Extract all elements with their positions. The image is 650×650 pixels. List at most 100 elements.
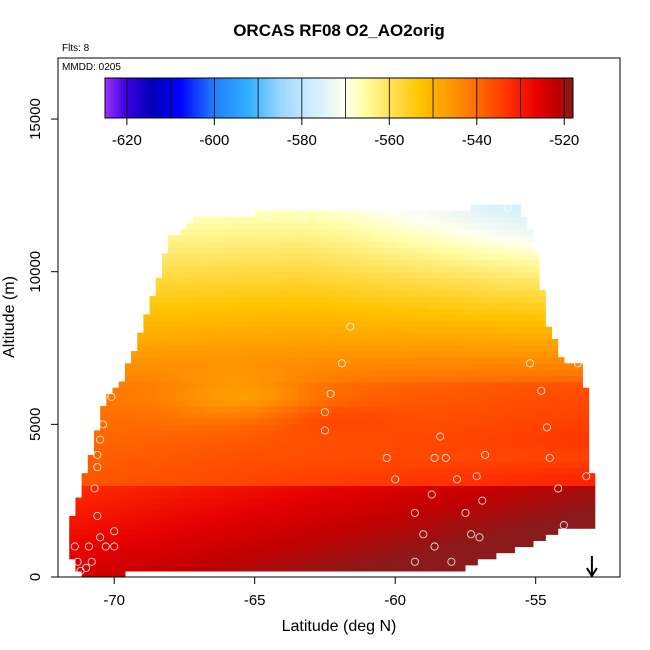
heatmap-cell [415, 393, 423, 401]
heatmap-cell [229, 338, 237, 346]
heatmap-cell [322, 259, 330, 267]
heatmap-cell [452, 454, 460, 462]
heatmap-cell [205, 528, 213, 535]
heatmap-cell [273, 460, 281, 468]
heatmap-cell [168, 344, 175, 352]
heatmap-cell [409, 552, 417, 560]
heatmap-cell [279, 326, 287, 334]
heatmap-cell [236, 528, 243, 535]
heatmap-cell [199, 369, 206, 377]
heatmap-cell [471, 326, 478, 334]
colorbar-segment [562, 78, 565, 118]
heatmap-cell [409, 265, 417, 273]
heatmap-cell [335, 503, 342, 511]
heatmap-cell [254, 491, 262, 499]
heatmap-cell [149, 558, 157, 566]
heatmap-cell [359, 485, 367, 493]
heatmap-cell [378, 271, 386, 279]
heatmap-cell [508, 528, 515, 535]
heatmap-cell [297, 320, 305, 328]
heatmap-cell [446, 314, 454, 322]
heatmap-cell [316, 430, 324, 438]
heatmap-cell [260, 393, 268, 401]
heatmap-cell [124, 387, 132, 395]
heatmap-cell [106, 497, 114, 505]
heatmap-cell [223, 387, 231, 395]
heatmap-cell [539, 430, 546, 438]
heatmap-cell [161, 332, 169, 340]
heatmap-cell [477, 497, 485, 505]
heatmap-cell [236, 399, 243, 407]
heatmap-cell [297, 485, 305, 493]
heatmap-cell [427, 564, 435, 572]
heatmap-cell [415, 308, 423, 316]
heatmap-cell [440, 564, 447, 572]
heatmap-cell [563, 442, 571, 450]
heatmap-cell [93, 503, 101, 511]
heatmap-cell [106, 399, 114, 407]
heatmap-cell [464, 387, 472, 395]
heatmap-cell [421, 558, 429, 566]
heatmap-cell [217, 424, 225, 432]
heatmap-cell [433, 216, 441, 224]
heatmap-cell [229, 332, 237, 340]
heatmap-cell [192, 308, 200, 316]
heatmap-cell [477, 222, 485, 230]
heatmap-cell [328, 540, 336, 548]
heatmap-cell [403, 222, 410, 230]
heatmap-cell [471, 485, 478, 493]
heatmap-cell [359, 424, 367, 432]
heatmap-cell [273, 369, 281, 377]
heatmap-cell [489, 241, 497, 248]
heatmap-cell [192, 522, 200, 529]
heatmap-cell [291, 497, 299, 505]
heatmap-cell [483, 247, 491, 254]
heatmap-cell [260, 558, 268, 566]
heatmap-cell [106, 522, 114, 529]
heatmap-cell [335, 418, 342, 425]
heatmap-cell [211, 253, 219, 261]
heatmap-cell [446, 460, 454, 468]
heatmap-cell [353, 338, 361, 346]
heatmap-cell [539, 308, 546, 316]
heatmap-cell [545, 363, 553, 370]
heatmap-cell [390, 265, 398, 273]
heatmap-cell [483, 369, 491, 377]
heatmap-cell [433, 454, 441, 462]
heatmap-cell [254, 442, 262, 450]
heatmap-cell [229, 277, 237, 285]
heatmap-cell [483, 204, 491, 212]
heatmap-cell [69, 522, 77, 529]
heatmap-cell [186, 460, 194, 468]
heatmap-cell [409, 277, 417, 285]
heatmap-cell [229, 216, 237, 224]
heatmap-cell [508, 259, 515, 267]
heatmap-cell [359, 375, 367, 383]
heatmap-cell [260, 436, 268, 444]
heatmap-cell [180, 351, 188, 358]
heatmap-cell [471, 552, 478, 560]
heatmap-cell [532, 473, 540, 480]
heatmap-cell [396, 338, 404, 346]
heatmap-cell [93, 430, 101, 438]
heatmap-cell [514, 277, 522, 285]
heatmap-cell [211, 296, 219, 303]
heatmap-cell [576, 406, 583, 413]
heatmap-cell [155, 436, 163, 444]
heatmap-cell [291, 283, 299, 291]
heatmap-cell [464, 308, 472, 316]
colorbar-segment [542, 78, 546, 118]
heatmap-cell [236, 253, 243, 261]
heatmap-cell [242, 381, 250, 389]
heatmap-cell [365, 503, 373, 511]
heatmap-cell [192, 228, 200, 236]
heatmap-cell [229, 393, 237, 401]
heatmap-cell [501, 412, 509, 419]
heatmap-cell [161, 399, 169, 407]
heatmap-cell [254, 235, 262, 242]
heatmap-cell [304, 296, 311, 303]
heatmap-cell [260, 302, 268, 309]
heatmap-cell [526, 369, 534, 377]
heatmap-cell [341, 235, 349, 242]
heatmap-cell [161, 387, 169, 395]
